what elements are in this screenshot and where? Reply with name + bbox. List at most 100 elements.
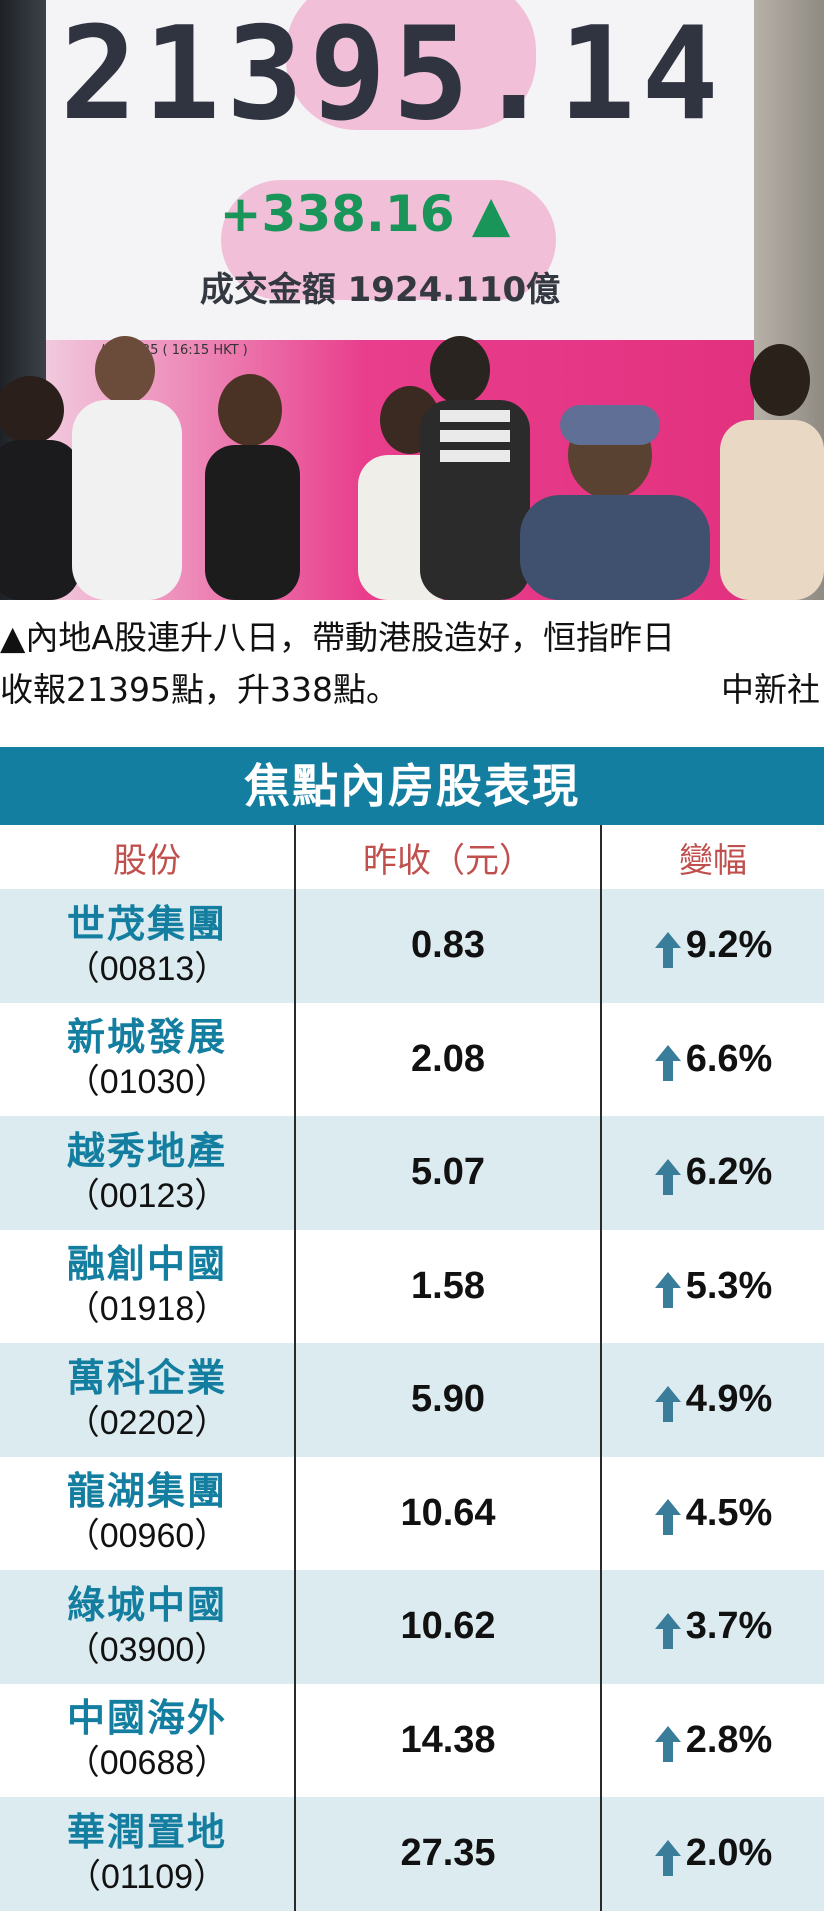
stock-cell: 萬科企業 （02202） bbox=[0, 1343, 296, 1457]
stock-name: 越秀地產 bbox=[66, 1128, 227, 1173]
change-percent: 2.8% bbox=[685, 1718, 773, 1761]
stock-code: （00960） bbox=[65, 1517, 229, 1556]
table-row: 綠城中國 （03900） 10.62 3.7% bbox=[0, 1570, 824, 1684]
close-price: 5.90 bbox=[411, 1378, 485, 1421]
change-percent: 5.3% bbox=[685, 1264, 773, 1307]
close-price: 5.07 bbox=[411, 1151, 485, 1194]
header-stock: 股份 bbox=[0, 825, 296, 889]
table-header-row: 股份 昨收（元） 變幅 bbox=[0, 825, 824, 889]
stock-cell: 越秀地產 （00123） bbox=[0, 1116, 296, 1230]
caption-line-2: 收報21395點，升338點。 bbox=[0, 670, 399, 709]
up-arrow-icon bbox=[654, 1839, 681, 1876]
table-row: 新城發展 （01030） 2.08 6.6% bbox=[0, 1002, 824, 1117]
stock-code: （03900） bbox=[65, 1630, 229, 1669]
turnover-value: 成交金額 1924.110億 bbox=[199, 270, 561, 310]
up-arrow-icon bbox=[654, 1612, 681, 1649]
up-arrow-icon bbox=[654, 1499, 681, 1536]
stock-name: 綠城中國 bbox=[66, 1582, 227, 1627]
header-change: 變幅 bbox=[679, 840, 747, 881]
table-body: 世茂集團 （00813） 0.83 9.2% 新城發展 （01030） 2.08 6.6% 越秀… bbox=[0, 889, 824, 1911]
stock-code: （00813） bbox=[65, 949, 229, 988]
stock-name: 華潤置地 bbox=[66, 1809, 227, 1854]
caption-line-2-wrap: 收報21395點，升338點。 中新社 bbox=[0, 664, 824, 716]
up-arrow-icon bbox=[654, 1726, 681, 1763]
screen-decor-mid bbox=[221, 180, 556, 300]
table-row: 龍湖集團 （00960） 10.64 4.5% bbox=[0, 1456, 824, 1571]
hang-seng-index-change: +338.16 ▲ bbox=[219, 185, 511, 243]
stock-name: 世茂集團 bbox=[66, 901, 227, 946]
stock-code: （01918） bbox=[65, 1290, 229, 1329]
table-row: 萬科企業 （02202） 5.90 4.9% bbox=[0, 1343, 824, 1457]
table-row: 華潤置地 （01109） 27.35 2.0% bbox=[0, 1797, 824, 1911]
stock-name: 龍湖集團 bbox=[66, 1469, 227, 1514]
stock-cell: 世茂集團 （00813） bbox=[0, 889, 296, 1003]
close-cell: 0.83 bbox=[296, 889, 602, 1003]
change-cell: 4.9% bbox=[602, 1343, 824, 1457]
stock-cell: 新城發展 （01030） bbox=[0, 1002, 296, 1116]
up-arrow-icon bbox=[654, 1045, 681, 1082]
change-percent: 4.9% bbox=[685, 1378, 773, 1421]
close-cell: 5.07 bbox=[296, 1116, 602, 1230]
screen-decor-top bbox=[286, 0, 536, 130]
stock-name: 新城發展 bbox=[66, 1015, 227, 1060]
photo-credit: 中新社 bbox=[721, 670, 820, 709]
table-row: 融創中國 （01918） 1.58 5.3% bbox=[0, 1229, 824, 1344]
news-photo: 21395.14 +338.16 ▲ 成交金額 1924.110億 /04/20… bbox=[0, 0, 824, 600]
change-percent: 4.5% bbox=[685, 1491, 773, 1534]
stock-code: （01030） bbox=[65, 1063, 229, 1102]
up-arrow-icon bbox=[654, 931, 681, 968]
close-price: 10.62 bbox=[400, 1605, 496, 1648]
table-row: 世茂集團 （00813） 0.83 9.2% bbox=[0, 889, 824, 1003]
change-percent: 2.0% bbox=[685, 1832, 773, 1875]
change-percent: 3.7% bbox=[685, 1605, 773, 1648]
stock-cell: 綠城中國 （03900） bbox=[0, 1570, 296, 1684]
close-cell: 5.90 bbox=[296, 1343, 602, 1457]
close-price: 2.08 bbox=[411, 1037, 485, 1080]
close-cell: 27.35 bbox=[296, 1797, 602, 1911]
change-cell: 9.2% bbox=[602, 889, 824, 1003]
close-price: 0.83 bbox=[411, 924, 485, 967]
change-cell: 3.7% bbox=[602, 1570, 824, 1684]
change-cell: 2.8% bbox=[602, 1684, 824, 1798]
change-cell: 4.5% bbox=[602, 1457, 824, 1571]
stock-code: （00123） bbox=[65, 1176, 229, 1215]
stock-cell: 中國海外 （00688） bbox=[0, 1683, 296, 1797]
close-cell: 10.62 bbox=[296, 1570, 602, 1684]
stock-code: （01109） bbox=[66, 1857, 228, 1896]
close-cell: 1.58 bbox=[296, 1229, 602, 1343]
hang-seng-index-value: 21395.14 bbox=[60, 0, 725, 149]
stock-code: （00688） bbox=[65, 1744, 229, 1783]
table-row: 越秀地產 （00123） 5.07 6.2% bbox=[0, 1116, 824, 1230]
caption-line-1: ▲內地A股連升八日，帶動港股造好，恒指昨日 bbox=[0, 618, 675, 657]
change-cell: 5.3% bbox=[602, 1230, 824, 1344]
stock-name: 萬科企業 bbox=[66, 1355, 227, 1400]
header-close: 昨收（元） bbox=[296, 825, 602, 889]
stock-name: 中國海外 bbox=[66, 1696, 227, 1741]
change-cell: 6.6% bbox=[602, 1003, 824, 1117]
stock-code: （02202） bbox=[65, 1403, 229, 1442]
close-price: 27.35 bbox=[400, 1832, 496, 1875]
change-cell: 2.0% bbox=[602, 1797, 824, 1911]
up-arrow-icon bbox=[654, 1158, 681, 1195]
close-price: 14.38 bbox=[400, 1718, 496, 1761]
close-cell: 14.38 bbox=[296, 1683, 602, 1797]
stock-cell: 龍湖集團 （00960） bbox=[0, 1456, 296, 1570]
stock-cell: 融創中國 （01918） bbox=[0, 1229, 296, 1343]
stock-cell: 華潤置地 （01109） bbox=[0, 1797, 296, 1911]
stock-name: 融創中國 bbox=[66, 1242, 227, 1287]
close-cell: 10.64 bbox=[296, 1456, 602, 1570]
close-cell: 2.08 bbox=[296, 1002, 602, 1116]
up-arrow-icon bbox=[654, 1272, 681, 1309]
change-percent: 6.6% bbox=[685, 1037, 773, 1080]
up-arrow-icon bbox=[654, 1385, 681, 1422]
change-cell: 6.2% bbox=[602, 1116, 824, 1230]
photo-caption: ▲內地A股連升八日，帶動港股造好，恒指昨日 收報21395點，升338點。 中新… bbox=[0, 612, 824, 716]
pedestrians-illustration bbox=[0, 336, 824, 600]
change-percent: 9.2% bbox=[685, 924, 773, 967]
change-percent: 6.2% bbox=[685, 1151, 773, 1194]
close-price: 10.64 bbox=[400, 1491, 496, 1534]
close-price: 1.58 bbox=[411, 1264, 485, 1307]
table-row: 中國海外 （00688） 14.38 2.8% bbox=[0, 1683, 824, 1798]
table-title: 焦點內房股表現 bbox=[0, 747, 824, 825]
property-stocks-table: 股份 昨收（元） 變幅 世茂集團 （00813） 0.83 9.2% 新城發展 （0103… bbox=[0, 825, 824, 1911]
